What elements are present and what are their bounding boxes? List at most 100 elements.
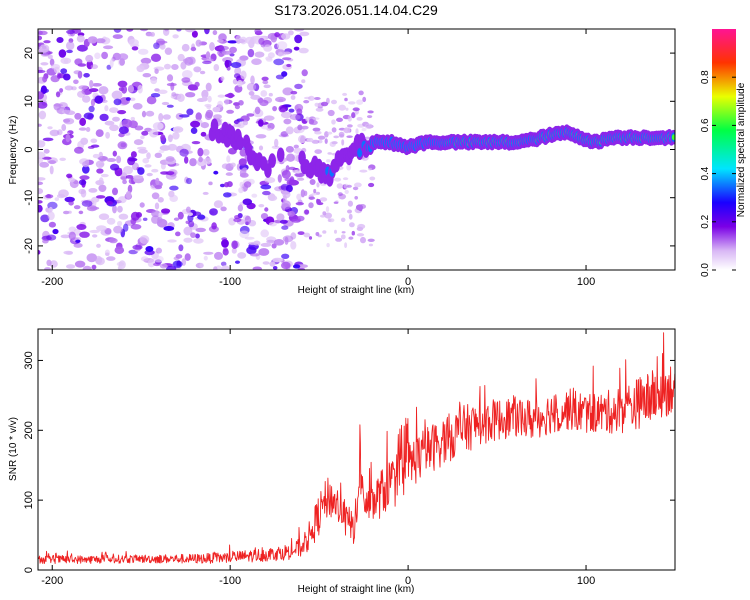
noise-blob [329,141,336,147]
noise-blob [90,138,98,144]
noise-blob [55,91,61,98]
noise-blob [239,181,244,188]
noise-blob [146,172,153,177]
noise-blob [106,64,112,70]
noise-blob [90,64,99,70]
noise-blob [271,145,280,149]
noise-blob [78,179,87,186]
noise-blob [138,148,148,154]
noise-blob [177,93,185,103]
noise-blob [306,137,314,143]
noise-blob [49,165,54,175]
snr-ylabel: SNR (10 * v/v) [8,417,19,481]
noise-blob [347,124,353,128]
colorbar-gradient [712,29,736,270]
snr-ytick-label: 200 [23,421,35,439]
noise-blob [141,130,149,136]
noise-blob [164,29,169,32]
noise-blob [142,73,152,78]
snr-series-line [38,332,675,565]
noise-blob [158,149,165,154]
noise-blob [177,211,184,220]
noise-blob [154,68,159,74]
noise-blob [81,200,93,207]
noise-blob [91,264,97,270]
noise-blob [153,42,160,50]
noise-blob [299,31,310,37]
noise-blob [49,129,60,137]
noise-blob [38,200,43,204]
noise-blob [339,134,345,138]
noise-blob [39,161,50,168]
noise-blob [74,260,86,268]
noise-blob [86,205,98,212]
noise-blob [285,126,294,135]
noise-blob [45,194,54,199]
noise-blob [237,204,244,212]
noise-blob [127,156,136,166]
noise-blob [325,206,330,213]
noise-blob [180,61,187,70]
noise-blob [354,182,362,188]
noise-blob [159,145,171,151]
noise-blob [202,60,212,65]
noise-blob [166,265,177,270]
noise-blob [63,59,69,64]
noise-blob [90,144,100,148]
noise-blob [195,233,200,239]
noise-blob [66,29,75,35]
noise-blob [316,182,320,188]
noise-blob [171,64,179,70]
noise-blob [260,90,268,97]
noise-blob [66,264,76,269]
noise-blob [38,101,48,109]
noise-blob [369,176,376,181]
noise-blob [137,167,145,175]
noise-blob [151,168,159,173]
noise-blob [298,47,309,54]
noise-blob [112,34,123,39]
noise-blob [347,115,352,122]
noise-blob [47,126,53,130]
noise-blob [260,184,272,190]
noise-blob [76,224,87,230]
noise-blob [331,127,337,133]
noise-blob [38,151,46,159]
noise-blob [118,196,127,204]
noise-blob [116,155,122,164]
noise-blob [137,84,143,94]
noise-blob [65,133,71,143]
noise-blob [287,210,296,217]
noise-blob [189,158,197,167]
noise-blob [308,118,315,125]
noise-blob [118,53,129,61]
noise-blob [261,76,269,82]
noise-blob [158,113,164,122]
noise-blob [38,188,44,195]
noise-blob [68,200,74,206]
noise-blob [85,127,91,132]
noise-blob [326,159,331,163]
noise-blob [322,230,327,234]
noise-blob [199,70,206,75]
noise-blob [82,165,90,174]
noise-blob [294,172,305,177]
noise-blob [170,82,175,91]
noise-blob [231,240,238,249]
noise-blob [82,95,91,103]
noise-blob [293,29,305,32]
noise-blob [247,48,255,58]
noise-blob [62,210,70,215]
noise-blob [244,215,252,225]
noise-blob [142,217,148,221]
noise-blob [319,197,328,202]
snr-xtick-label: -100 [219,575,241,587]
noise-blob [367,238,375,242]
noise-blob [73,79,79,85]
noise-blob [301,125,309,130]
noise-blob [89,229,100,234]
noise-blob [221,239,229,248]
noise-blob [134,125,144,131]
noise-blob [161,101,170,106]
noise-blob [294,169,302,174]
